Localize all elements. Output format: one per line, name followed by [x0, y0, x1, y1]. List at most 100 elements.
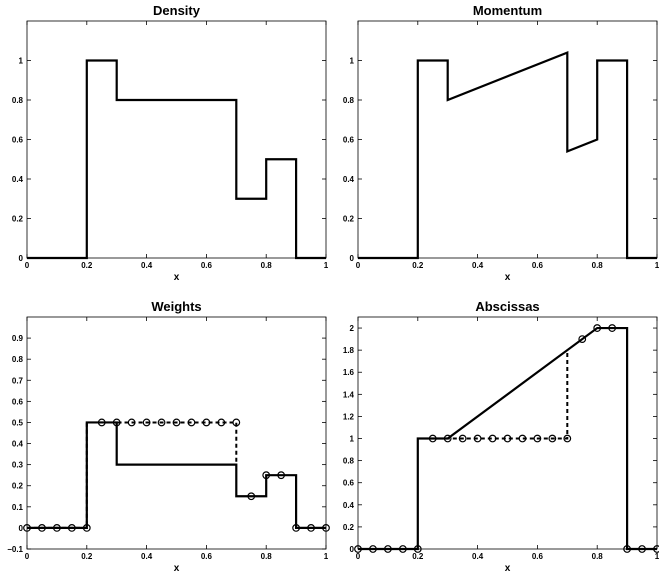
data-marker	[187, 418, 196, 427]
x-axis-label: x	[174, 272, 180, 283]
series-group	[27, 59, 326, 260]
x-tick-label: 0	[25, 552, 30, 561]
y-tick-label: 0.6	[12, 136, 24, 145]
data-marker	[97, 418, 106, 427]
x-axis-label: x	[505, 272, 511, 283]
data-marker	[428, 434, 437, 443]
subplot-1: Momentum x 0 0.2 0.4 0.6 0.8 1 0 0.2 0.4 0.6 0.8 1	[343, 3, 659, 283]
x-tick-label: 1	[324, 261, 329, 270]
data-marker	[292, 524, 301, 532]
y-tick-label: 2	[350, 324, 355, 333]
x-tick-label: 0.4	[141, 552, 153, 561]
series-group	[23, 418, 330, 532]
data-marker	[38, 524, 46, 532]
x-tick-label: 1	[655, 261, 659, 270]
y-tick-label: 0.8	[12, 355, 24, 364]
data-marker	[262, 471, 271, 480]
data-marker	[623, 545, 631, 553]
data-marker	[518, 434, 527, 443]
data-marker	[232, 418, 241, 427]
data-marker	[413, 545, 422, 553]
y-tick-label: 1	[350, 435, 355, 444]
chart-title: Abscissas	[475, 299, 539, 314]
x-tick-label: 0.8	[592, 261, 604, 270]
x-tick-label: 0.8	[592, 552, 604, 561]
x-tick-label: 0.6	[201, 552, 213, 561]
axes-box	[357, 316, 658, 550]
axes-box	[357, 20, 658, 259]
y-tick-label: 0	[350, 545, 355, 554]
data-marker	[384, 545, 392, 553]
data-marker	[473, 434, 482, 443]
data-marker	[53, 524, 61, 532]
y-tick-label: 0.2	[12, 482, 24, 491]
y-tick-label: 0.9	[12, 334, 24, 343]
chart-title: Density	[153, 3, 201, 18]
data-marker	[593, 324, 602, 332]
x-tick-label: 0.4	[141, 261, 153, 270]
data-marker	[488, 434, 497, 443]
data-marker	[23, 524, 31, 532]
dashed-series-line	[27, 421, 238, 529]
y-tick-label: 0.7	[12, 376, 24, 385]
y-tick-label: −0.1	[7, 545, 23, 554]
y-tick-label: 1	[350, 57, 355, 66]
axes-box	[26, 316, 327, 550]
data-marker	[202, 418, 211, 427]
x-tick-label: 1	[655, 552, 659, 561]
y-tick-label: 1.8	[343, 346, 355, 355]
y-tick-label: 0.6	[12, 397, 24, 406]
x-axis-label: x	[505, 563, 511, 574]
data-marker	[247, 492, 256, 501]
x-tick-label: 0.2	[412, 261, 424, 270]
y-tick-label: 0.2	[343, 215, 355, 224]
x-tick-label: 0.4	[472, 552, 484, 561]
data-marker	[578, 335, 587, 343]
y-tick-label: 0.4	[343, 175, 355, 184]
y-tick-label: 0.4	[343, 501, 355, 510]
data-marker	[142, 418, 151, 427]
y-tick-label: 0.8	[343, 457, 355, 466]
x-tick-label: 0.8	[261, 261, 273, 270]
y-tick-label: 0.1	[12, 503, 24, 512]
data-marker	[67, 524, 76, 532]
data-marker	[548, 434, 557, 443]
axes-box	[26, 20, 327, 259]
y-tick-label: 0	[19, 524, 24, 533]
series-group	[354, 324, 659, 553]
data-marker	[533, 434, 542, 443]
data-marker	[354, 545, 362, 553]
y-tick-label: 0.6	[343, 136, 355, 145]
y-tick-label: 0.2	[12, 215, 24, 224]
data-marker	[443, 434, 452, 443]
x-tick-label: 0	[25, 261, 30, 270]
series-line	[27, 59, 326, 260]
data-marker	[369, 545, 377, 553]
subplot-0: Density x 0 0.2 0.4 0.6 0.8 1 0 0.2 0.4 0.6 0.8 1	[12, 3, 329, 283]
data-marker	[82, 524, 91, 532]
x-tick-label: 0.2	[412, 552, 424, 561]
series-group	[358, 50, 657, 260]
data-marker	[277, 471, 286, 480]
y-tick-label: 0.4	[12, 440, 24, 449]
data-marker	[322, 524, 330, 532]
x-tick-label: 0.6	[532, 261, 544, 270]
x-tick-label: 0.6	[532, 552, 544, 561]
x-tick-label: 0.2	[81, 552, 93, 561]
y-tick-label: 0.3	[12, 461, 24, 470]
x-tick-label: 0	[356, 261, 361, 270]
data-marker	[217, 418, 226, 427]
y-tick-label: 0	[350, 254, 355, 263]
data-marker	[458, 434, 467, 443]
data-marker	[157, 418, 166, 427]
y-tick-label: 0.5	[12, 418, 24, 427]
series-line	[358, 50, 657, 260]
y-tick-label: 0.8	[343, 96, 355, 105]
data-marker	[503, 434, 512, 443]
data-marker	[127, 418, 136, 427]
data-marker	[398, 545, 407, 553]
y-tick-label: 0.8	[12, 96, 24, 105]
x-tick-label: 0.4	[472, 261, 484, 270]
